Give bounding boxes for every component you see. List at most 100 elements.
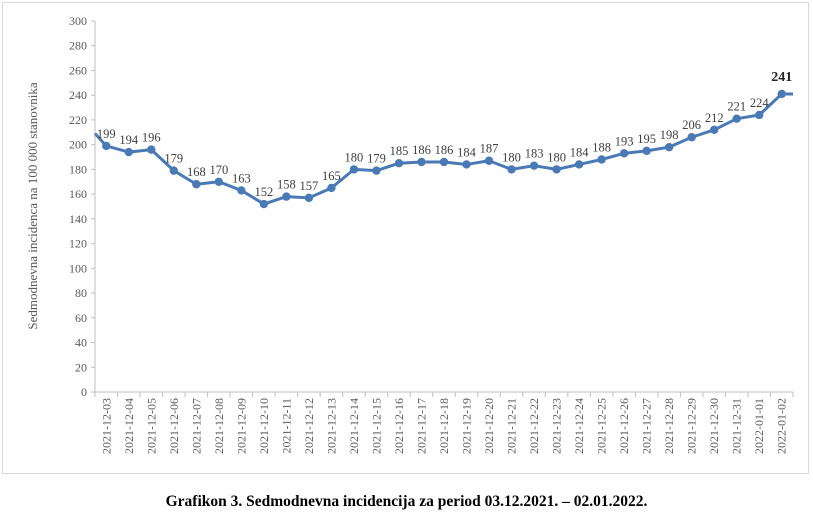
data-point <box>282 192 290 200</box>
y-tick-label: 120 <box>69 237 87 251</box>
data-point <box>530 161 538 169</box>
data-label: 184 <box>457 145 477 159</box>
x-tick-label: 2021-12-27 <box>640 398 654 454</box>
data-point <box>147 145 155 153</box>
data-point <box>125 148 133 156</box>
x-tick-label: 2021-12-28 <box>662 398 676 454</box>
x-tick-label: 2021-12-21 <box>505 398 519 454</box>
data-label: 194 <box>119 133 139 147</box>
data-label: 206 <box>682 118 701 132</box>
y-tick-label: 260 <box>69 63 87 77</box>
data-point <box>755 111 763 119</box>
data-label: 221 <box>727 100 746 114</box>
y-tick-label: 240 <box>69 88 87 102</box>
data-label: 180 <box>345 150 364 164</box>
data-point <box>237 186 245 194</box>
x-tick-label: 2021-12-10 <box>257 398 271 454</box>
x-tick-label: 2021-12-25 <box>595 398 609 454</box>
x-tick-label: 2022-01-02 <box>775 398 789 454</box>
x-tick-label: 2021-12-05 <box>144 398 158 454</box>
data-point <box>102 142 110 150</box>
data-label: 199 <box>97 127 116 141</box>
x-tick-label: 2021-12-04 <box>122 398 136 454</box>
data-label: 212 <box>705 111 724 125</box>
chart-caption: Grafikon 3. Sedmodnevna incidencija za p… <box>0 493 813 511</box>
data-point <box>597 155 605 163</box>
data-label: 186 <box>412 143 431 157</box>
data-point <box>642 147 650 155</box>
data-label: 179 <box>164 152 183 166</box>
data-label: 152 <box>254 185 273 199</box>
y-tick-label: 300 <box>69 14 87 28</box>
data-label: 163 <box>232 171 251 185</box>
y-tick-label: 20 <box>75 360 87 374</box>
y-tick-label: 0 <box>81 385 87 399</box>
data-label: 183 <box>525 147 544 161</box>
data-point <box>350 165 358 173</box>
y-tick-label: 280 <box>69 39 87 53</box>
data-point <box>395 159 403 167</box>
x-tick-label: 2021-12-26 <box>617 398 631 454</box>
x-tick-label: 2021-12-14 <box>347 398 361 454</box>
x-tick-label: 2021-12-29 <box>685 398 699 454</box>
line-chart: 0204060801001201401601802002202402602803… <box>0 0 813 480</box>
data-label: 170 <box>209 163 228 177</box>
x-tick-label: 2021-12-16 <box>392 398 406 454</box>
data-label: 188 <box>592 141 611 155</box>
y-tick-label: 80 <box>75 286 87 300</box>
data-point <box>417 158 425 166</box>
x-tick-label: 2021-12-09 <box>234 398 248 454</box>
data-point <box>305 194 313 202</box>
data-label: 187 <box>480 142 499 156</box>
y-tick-label: 100 <box>69 261 87 275</box>
data-point <box>372 166 380 174</box>
data-point <box>687 133 695 141</box>
data-point <box>170 166 178 174</box>
data-label: 198 <box>660 128 679 142</box>
y-axis-label: Sedmodnevna incidenca na 100 000 stanovn… <box>25 82 40 330</box>
y-tick-label: 160 <box>69 187 87 201</box>
x-tick-label: 2021-12-07 <box>189 398 203 454</box>
y-tick-label: 40 <box>75 336 87 350</box>
data-point <box>327 184 335 192</box>
x-tick-label: 2021-12-24 <box>572 398 586 454</box>
x-tick-label: 2021-12-23 <box>550 398 564 454</box>
data-point <box>575 160 583 168</box>
data-point <box>665 143 673 151</box>
data-label: 196 <box>142 131 161 145</box>
data-point <box>733 114 741 122</box>
y-tick-label: 140 <box>69 212 87 226</box>
x-tick-label: 2021-12-18 <box>437 398 451 454</box>
data-label: 165 <box>322 169 341 183</box>
x-tick-label: 2021-12-06 <box>167 398 181 454</box>
data-point <box>462 160 470 168</box>
data-label: 193 <box>615 134 634 148</box>
data-point <box>440 158 448 166</box>
y-tick-label: 220 <box>69 113 87 127</box>
data-label: 180 <box>547 150 566 164</box>
data-label: 186 <box>435 143 454 157</box>
x-tick-label: 2021-12-19 <box>460 398 474 454</box>
x-tick-label: 2021-12-31 <box>730 398 744 454</box>
data-point <box>260 200 268 208</box>
data-label: 168 <box>187 165 206 179</box>
data-point <box>507 165 515 173</box>
data-point <box>552 165 560 173</box>
data-label: 158 <box>277 178 296 192</box>
x-tick-label: 2021-12-20 <box>482 398 496 454</box>
data-label: 180 <box>502 150 521 164</box>
data-point <box>778 90 786 98</box>
data-label: 224 <box>750 96 770 110</box>
data-label: 241 <box>771 70 792 85</box>
x-tick-label: 2022-01-01 <box>752 398 766 454</box>
data-label: 185 <box>390 144 409 158</box>
data-point <box>192 180 200 188</box>
data-label: 157 <box>300 179 319 193</box>
data-label: 179 <box>367 152 386 166</box>
data-point <box>485 157 493 165</box>
x-tick-label: 2021-12-08 <box>212 398 226 454</box>
x-tick-label: 2021-12-11 <box>279 398 293 454</box>
x-tick-label: 2021-12-13 <box>324 398 338 454</box>
data-label: 195 <box>637 132 656 146</box>
